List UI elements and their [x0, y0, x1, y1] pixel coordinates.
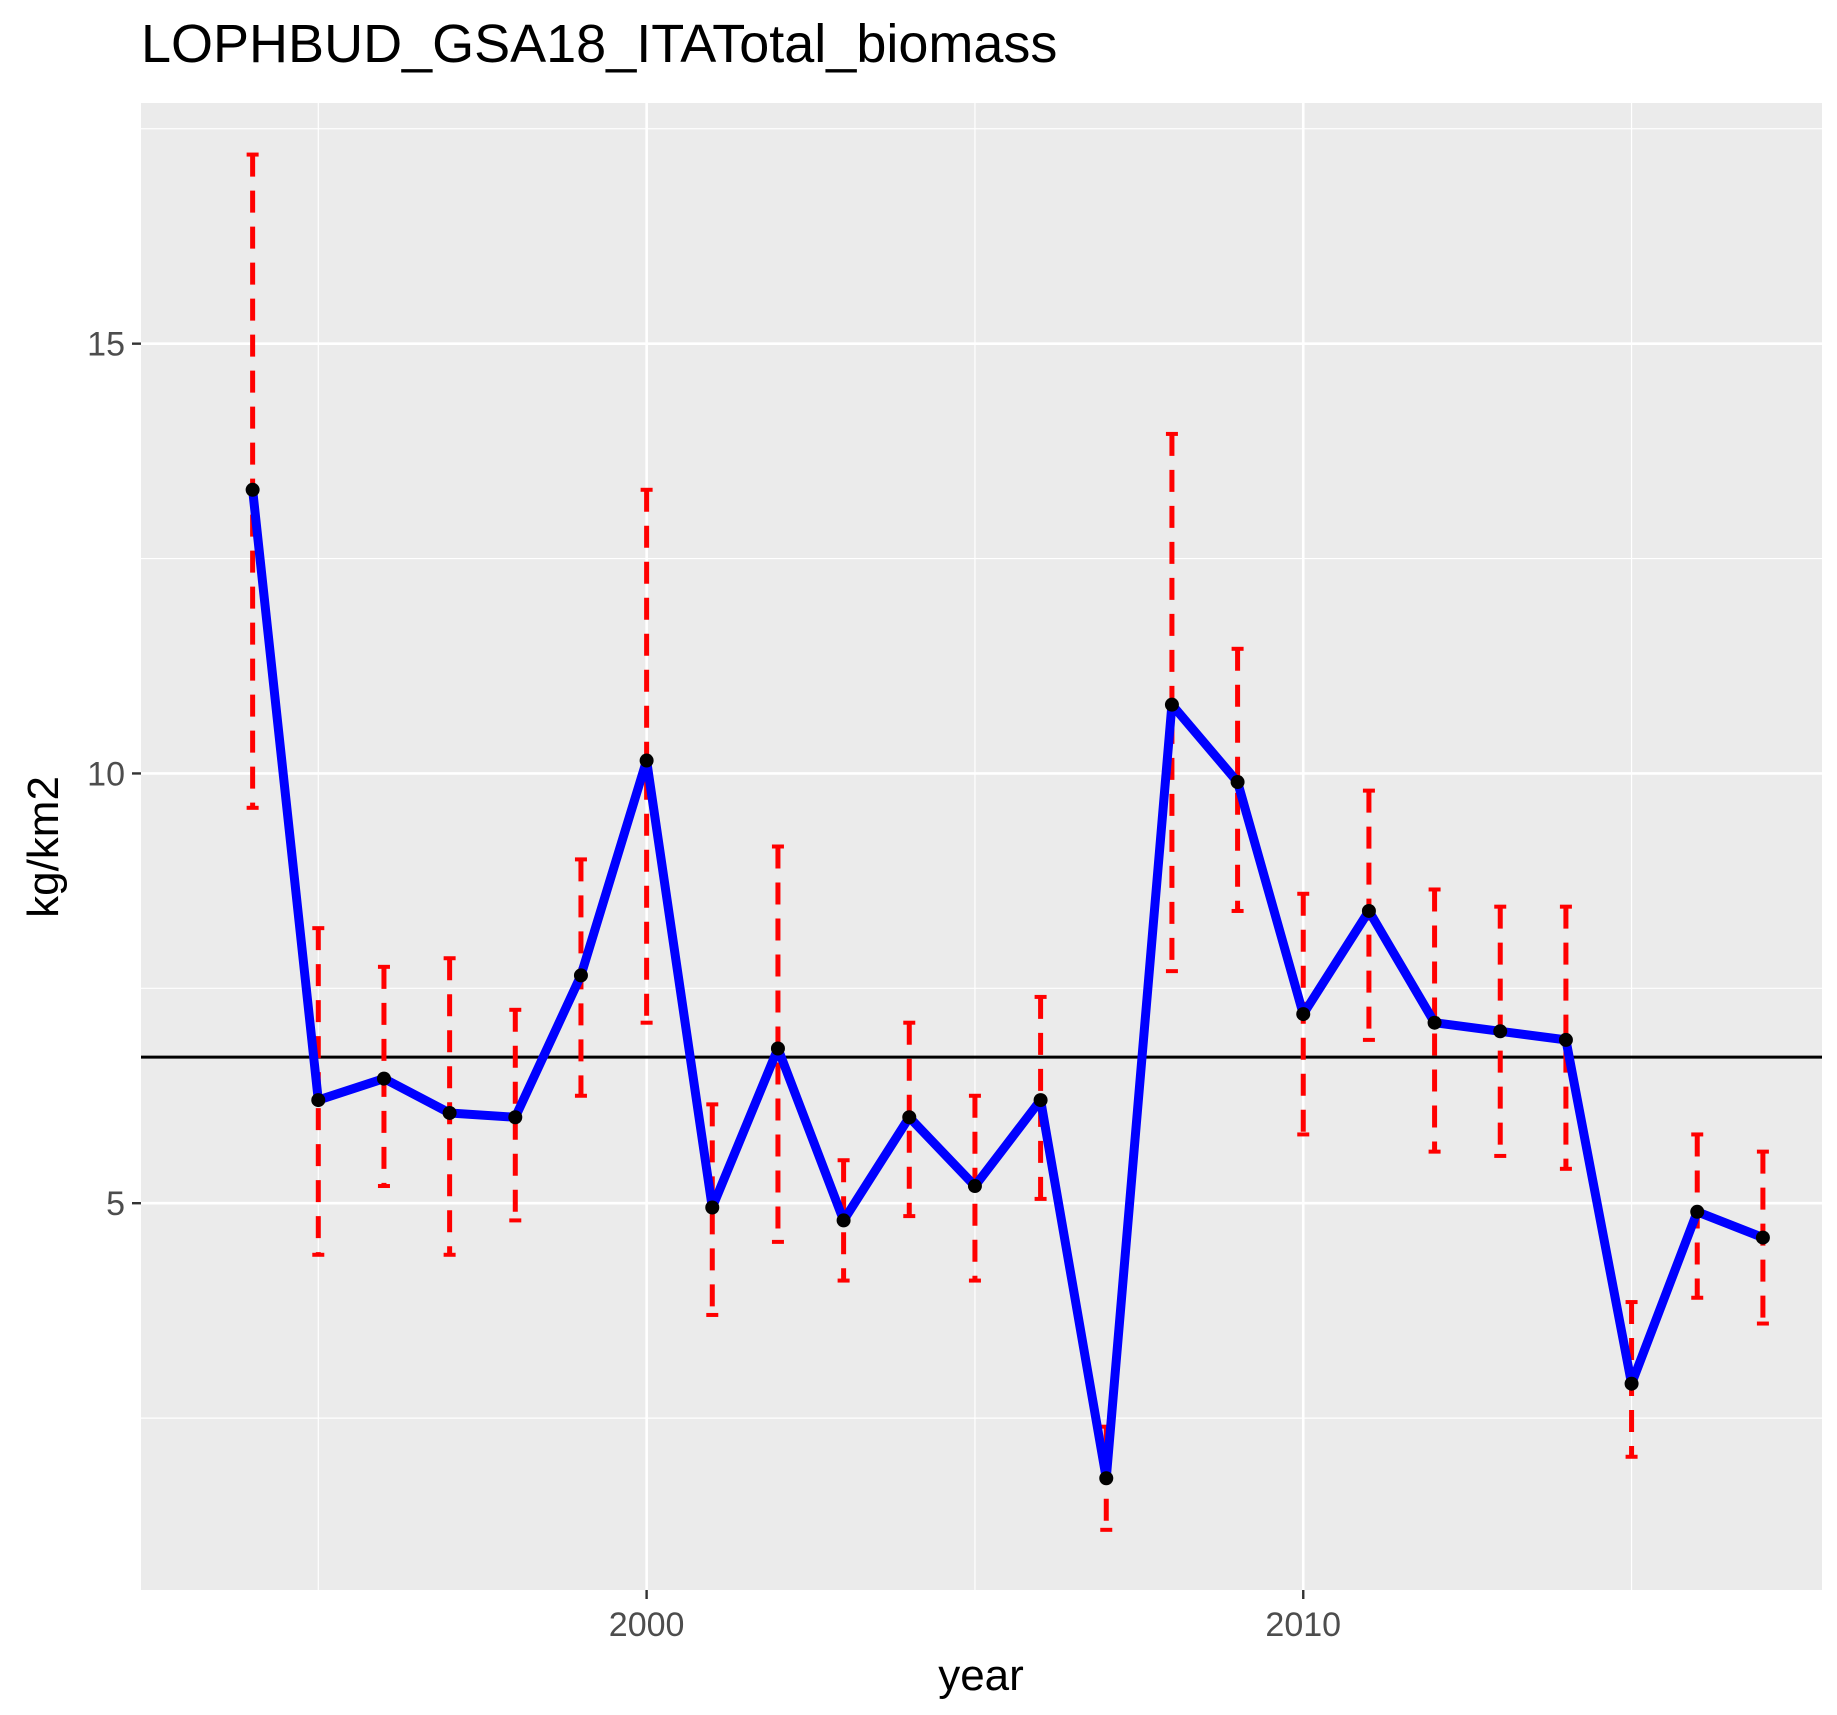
data-point	[639, 753, 654, 768]
data-point	[1296, 1007, 1311, 1022]
data-point	[442, 1105, 457, 1120]
data-point	[573, 968, 588, 983]
data-point	[836, 1213, 851, 1228]
data-point	[1230, 775, 1245, 790]
data-point	[1164, 697, 1179, 712]
y-axis-title: kg/km2	[19, 776, 68, 918]
y-tick-label: 15	[87, 326, 125, 364]
x-tick-label: 2000	[609, 1606, 685, 1644]
data-point	[245, 482, 260, 497]
error-bar	[706, 1102, 719, 1317]
data-point	[1558, 1032, 1573, 1047]
y-tick-label: 5	[106, 1185, 125, 1223]
data-point	[705, 1200, 720, 1215]
data-point	[1033, 1093, 1048, 1108]
error-bar	[837, 1158, 850, 1283]
data-point	[376, 1071, 391, 1086]
series-line	[248, 485, 1768, 1483]
data-point	[1624, 1376, 1639, 1391]
data-point	[902, 1110, 917, 1125]
error-bar	[1559, 904, 1572, 1171]
data-point	[770, 1041, 785, 1056]
data-point	[1690, 1204, 1705, 1219]
y-axis-ticks: 5 10 15	[87, 326, 141, 1223]
x-tick-label: 2010	[1265, 1606, 1341, 1644]
data-point	[1493, 1024, 1508, 1039]
data-point	[1099, 1471, 1114, 1486]
data-point	[1361, 903, 1376, 918]
grid-minor	[141, 103, 1822, 1590]
error-bar	[903, 1020, 916, 1219]
x-axis-title: year	[938, 1651, 1024, 1700]
data-point	[508, 1110, 523, 1125]
error-bar	[1034, 994, 1047, 1201]
grid-major	[141, 103, 1822, 1590]
data-point	[967, 1179, 982, 1194]
error-bar	[1428, 887, 1441, 1154]
error-bar	[246, 152, 259, 810]
error-bar	[509, 1007, 522, 1223]
plot-panel	[141, 103, 1822, 1590]
data-point	[311, 1093, 326, 1108]
y-tick-label: 10	[87, 755, 125, 793]
chart-title: LOPHBUD_GSA18_ITATotal_biomass	[141, 14, 1057, 74]
data-points	[245, 482, 1770, 1486]
data-point	[1755, 1230, 1770, 1245]
x-axis-ticks: 2000 2010	[609, 1590, 1341, 1644]
error-bar	[1231, 646, 1244, 913]
data-point	[1427, 1015, 1442, 1030]
